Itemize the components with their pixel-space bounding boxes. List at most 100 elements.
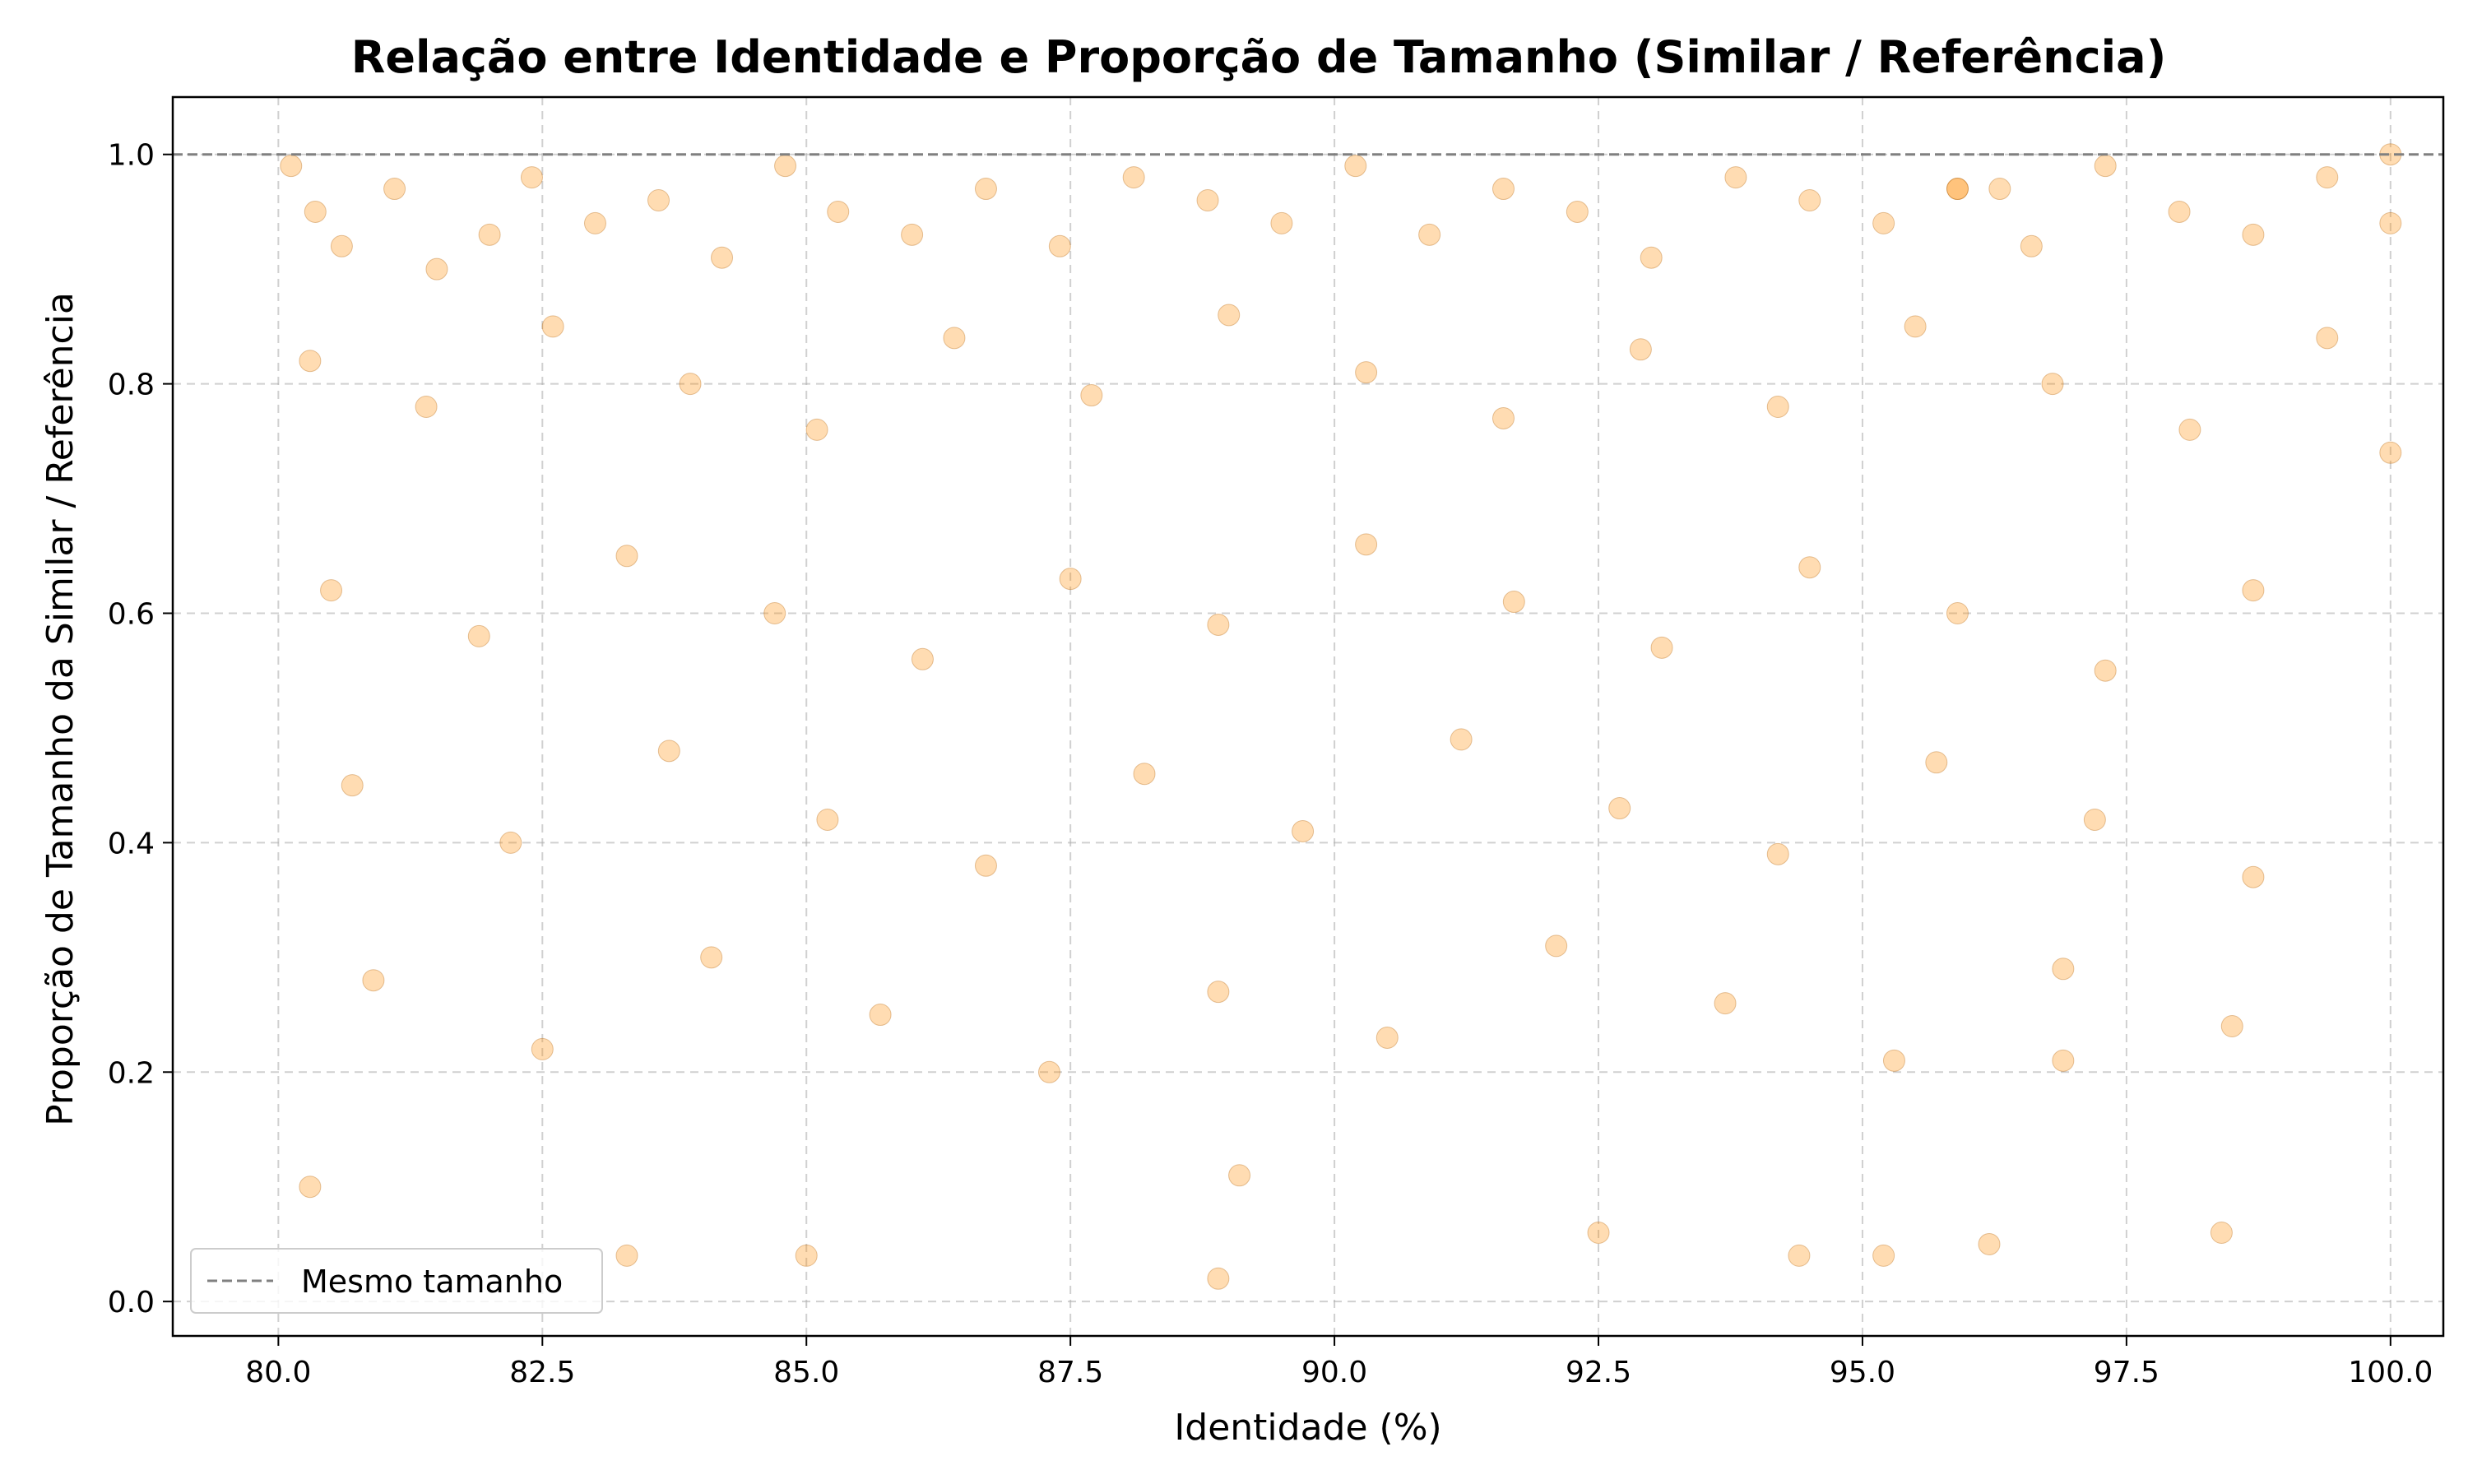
data-point (2083, 809, 2106, 831)
x-tick-label: 82.5 (509, 1356, 575, 1389)
data-point (2168, 200, 2191, 223)
data-point (1766, 396, 1789, 418)
data-point (901, 223, 924, 246)
y-tick-label: 0.8 (108, 369, 155, 402)
data-point (869, 1004, 892, 1027)
data-point (1587, 1222, 1610, 1244)
data-point (774, 155, 797, 178)
data-point (1788, 1244, 1811, 1267)
data-point (1355, 361, 1378, 384)
data-point (2094, 659, 2117, 682)
data-point (531, 1037, 554, 1060)
x-tick-label: 95.0 (1830, 1356, 1895, 1389)
data-point (2210, 1222, 2233, 1244)
data-point (657, 740, 680, 763)
data-point (583, 211, 606, 234)
data-point (1133, 763, 1156, 786)
data-point (1882, 1049, 1905, 1072)
data-point (2379, 441, 2402, 464)
data-point (1946, 178, 1969, 201)
data-point (974, 178, 997, 201)
data-point (1872, 211, 1895, 234)
data-point (541, 315, 564, 338)
data-point (795, 1244, 818, 1267)
x-tick-label: 100.0 (2348, 1356, 2433, 1389)
data-point (1566, 200, 1589, 223)
data-point (330, 234, 353, 257)
data-point (2041, 373, 2064, 396)
data-point (415, 396, 438, 418)
data-point (1491, 178, 1515, 201)
data-point (1375, 1026, 1399, 1049)
data-point (1714, 992, 1737, 1015)
data-point (1946, 178, 1969, 201)
data-point (1978, 1232, 2001, 1255)
data-point (1988, 178, 2011, 201)
data-point (827, 200, 850, 223)
data-point (1207, 981, 1230, 1004)
data-point (1344, 155, 1367, 178)
data-point (2316, 166, 2339, 189)
plot-frame (171, 95, 2445, 1338)
data-point (805, 418, 828, 441)
data-point (1872, 1244, 1895, 1267)
data-point (1640, 246, 1663, 269)
data-point (615, 545, 638, 568)
data-point (425, 257, 448, 281)
data-point (1037, 1060, 1060, 1083)
data-point (341, 774, 364, 797)
data-point (2094, 155, 2117, 178)
data-point (1724, 166, 1747, 189)
data-point (299, 350, 322, 373)
data-point (1048, 234, 1071, 257)
data-point (2316, 327, 2339, 350)
data-point (1196, 189, 1219, 211)
data-point (1798, 556, 1821, 579)
data-point (478, 223, 501, 246)
data-point (2242, 865, 2265, 888)
data-point (1545, 934, 1568, 958)
data-point (304, 200, 327, 223)
x-tick-label: 87.5 (1037, 1356, 1103, 1389)
y-axis-label: Proporção de Tamanho da Similar / Referê… (39, 292, 81, 1126)
x-axis-label: Identidade (%) (1174, 1407, 1441, 1449)
data-point (711, 246, 734, 269)
data-point (362, 969, 385, 992)
chart-title: Relação entre Identidade e Proporção de … (351, 31, 2167, 83)
y-tick-label: 0.2 (108, 1056, 155, 1090)
data-point (1080, 384, 1103, 407)
x-tick-label: 92.5 (1566, 1356, 1631, 1389)
data-point (911, 647, 934, 670)
data-point (1207, 1267, 1230, 1290)
data-point (2242, 579, 2265, 602)
data-point (1766, 842, 1789, 865)
data-point (320, 579, 343, 602)
y-tick-label: 1.0 (108, 139, 155, 173)
x-tick-label: 97.5 (2094, 1356, 2160, 1389)
data-point (1355, 533, 1378, 556)
data-point (943, 327, 966, 350)
y-tick-label: 0.4 (108, 827, 155, 860)
x-tick-label: 80.0 (245, 1356, 311, 1389)
data-point (2020, 234, 2043, 257)
data-point (647, 189, 670, 211)
data-point (2242, 223, 2265, 246)
data-point (679, 373, 702, 396)
data-point (1270, 211, 1293, 234)
data-point (1228, 1164, 1251, 1187)
data-point (299, 1176, 322, 1199)
data-point (2178, 418, 2201, 441)
y-tick-label: 0.0 (108, 1286, 155, 1319)
data-point (1418, 223, 1441, 246)
legend: Mesmo tamanho (190, 1248, 603, 1314)
data-point (816, 809, 839, 831)
data-point (1946, 602, 1969, 624)
data-point (700, 946, 723, 969)
data-point (383, 178, 406, 201)
data-point (1218, 304, 1241, 327)
data-point (520, 166, 543, 189)
data-point (1925, 751, 1948, 774)
data-point (1650, 636, 1673, 659)
